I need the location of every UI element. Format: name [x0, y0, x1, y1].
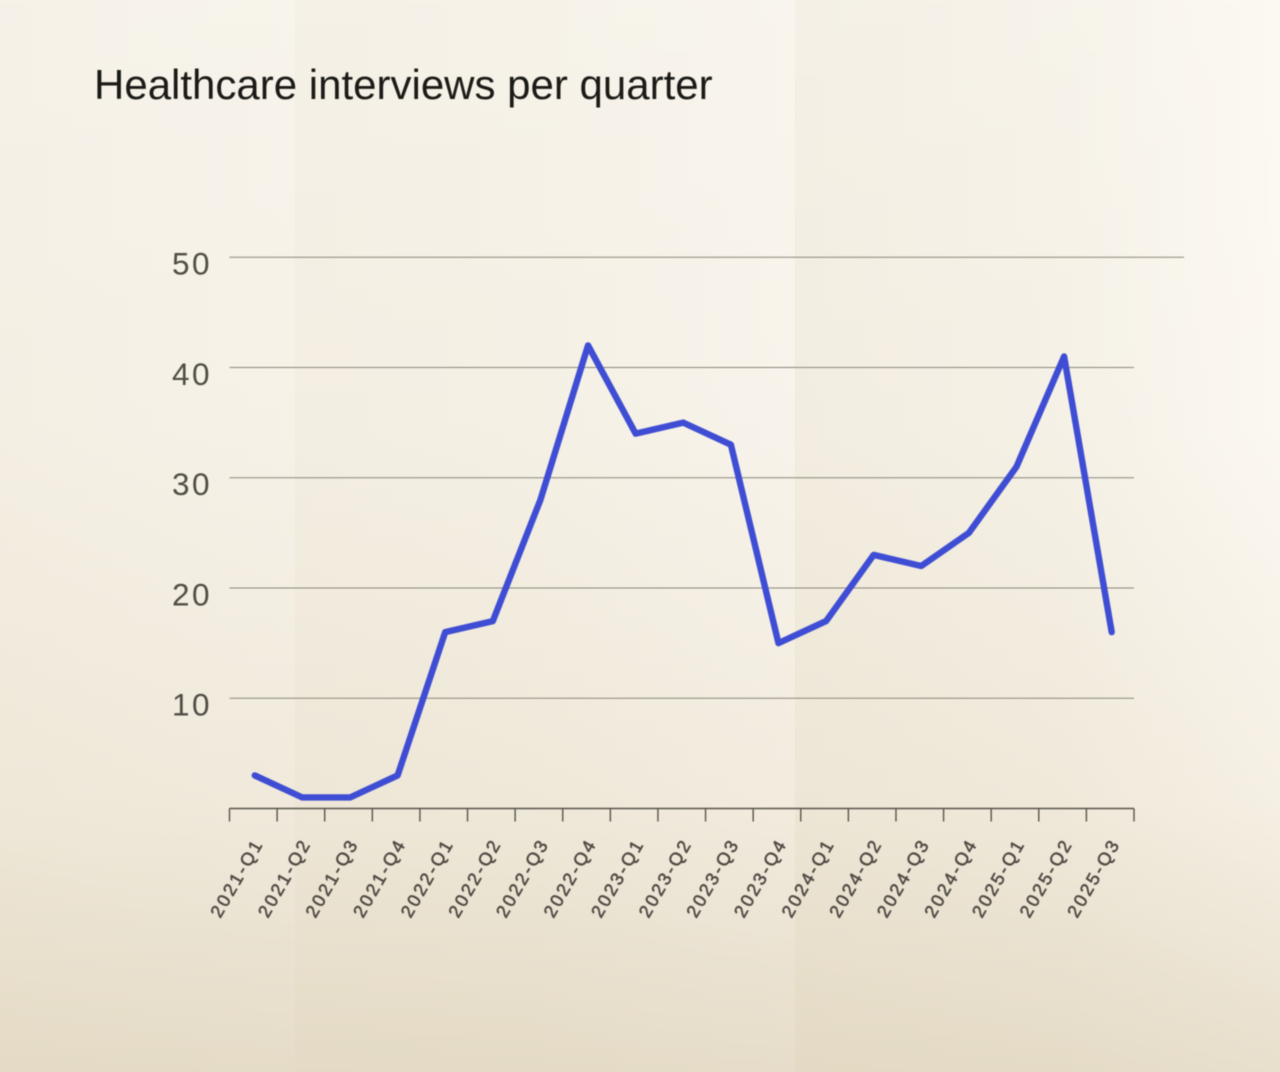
- svg-text:Healthcare interviews per quar: Healthcare interviews per quarter: [94, 61, 713, 108]
- svg-text:10: 10: [172, 687, 212, 723]
- svg-text:30: 30: [172, 466, 212, 502]
- svg-text:50: 50: [172, 246, 212, 282]
- svg-text:40: 40: [172, 356, 212, 392]
- svg-text:20: 20: [172, 577, 212, 613]
